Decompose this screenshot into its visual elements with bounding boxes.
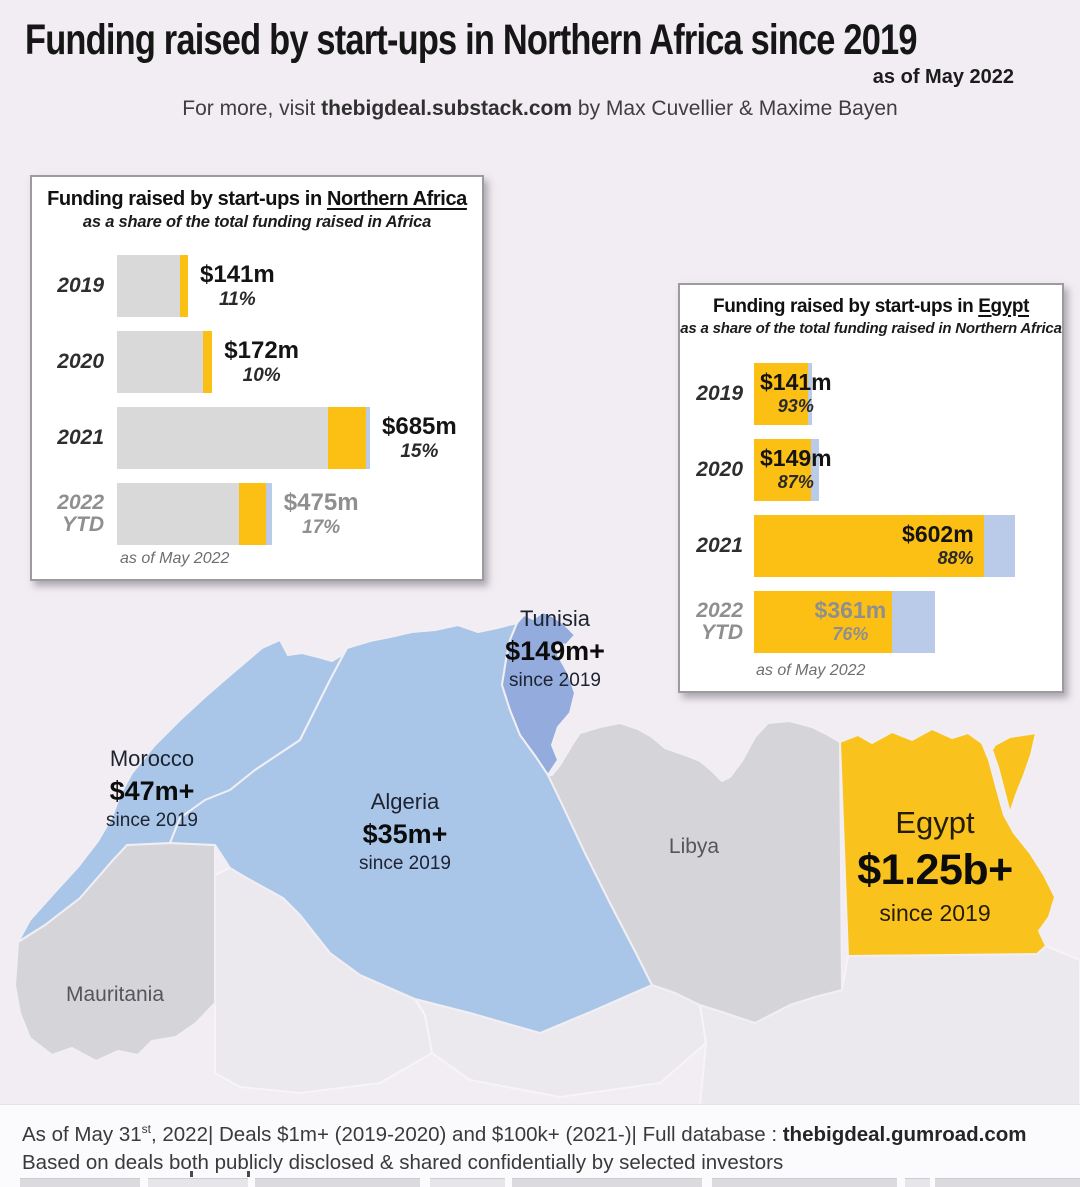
bar-segment-tail: [265, 483, 272, 545]
bar-segment-highlight: [239, 483, 266, 545]
bar-track: $475m 17%: [117, 483, 482, 545]
year-label: 2020: [57, 349, 104, 373]
footer-db-url: thebigdeal.gumroad.com: [782, 1122, 1027, 1146]
chart-subtitle: as a share of the total funding raised i…: [680, 320, 1062, 337]
chart-title: Funding raised by start-ups in Egypt: [686, 296, 1056, 318]
bar-segment-total: [117, 483, 240, 545]
chart-title-region: Northern Africa: [326, 188, 467, 210]
chart-title-region: Egypt: [978, 296, 1029, 317]
bar-value-label: $602m 88%: [902, 521, 974, 568]
byline-suffix: by Max Cuvellier & Maxime Bayen: [572, 97, 898, 120]
bar-row-2019: 2019 $141m 11%: [32, 255, 482, 317]
bar-track: $172m 10%: [117, 331, 482, 393]
year-label: 2022 YTD: [696, 598, 743, 644]
bar-segment-egypt: [754, 439, 811, 501]
bar-value-label: $149m 87%: [760, 445, 832, 492]
chart-egypt-share: Funding raised by start-ups in Egypt as …: [678, 283, 1064, 693]
bar-segment-total: [117, 407, 329, 469]
bar-segment-egypt: [754, 363, 808, 425]
map-svg: [14, 611, 1080, 1106]
bar-segment-tail: [366, 407, 370, 469]
map-label-egypt: Egypt $1.25b+ since 2019: [857, 805, 1013, 927]
bar-value-label: $172m 10%: [224, 337, 300, 386]
bar-segment-egypt: [754, 515, 984, 577]
bar-segment-rest: [891, 591, 936, 653]
map-label-tunisia: Tunisia $149m+ since 2019: [505, 606, 605, 691]
bar-row-2020: 2020 $149m 87%: [680, 439, 1062, 501]
bar-row-2021: 2021 $602m 88%: [680, 515, 1062, 577]
year-label: 2021: [57, 425, 104, 449]
country-tunisia: [501, 611, 576, 776]
year-label: 2019: [696, 381, 743, 405]
bar-value-label: $685m 15%: [382, 413, 457, 462]
country-egypt-sinai: [991, 732, 1037, 814]
chart-note: as of May 2022: [756, 662, 866, 679]
map-label-mauritania: Mauritania: [65, 983, 165, 1006]
bar-segment-total: [117, 331, 203, 393]
bar-track: $149m 87%: [754, 439, 1062, 501]
bar-segment-rest: [807, 363, 812, 425]
country-libya: [547, 720, 843, 1024]
map-label-libya: Libya: [668, 835, 720, 858]
bar-value-label: $475m 17%: [283, 489, 359, 538]
byline: For more, visit thebigdeal.substack.com …: [0, 97, 1080, 121]
as-of-date: as of May 2022: [872, 66, 1014, 88]
bar-row-2021: 2021 $685m 15%: [32, 407, 482, 469]
bar-track: $141m 11%: [117, 255, 482, 317]
country-mauritania: [14, 842, 216, 1062]
year-label: 2022 YTD: [57, 490, 104, 536]
bar-segment-egypt: [754, 591, 892, 653]
year-label: 2021: [696, 533, 743, 557]
page-title: Funding raised by start-ups in Northern …: [25, 16, 917, 64]
bar-segment-rest: [983, 515, 1015, 577]
bar-row-2019: 2019 $141m 93%: [680, 363, 1062, 425]
bar-track: $602m 88%: [754, 515, 1062, 577]
map-label-algeria: Algeria $35m+ since 2019: [359, 789, 451, 874]
bar-row-2022-ytd: 2022 YTD $475m 17%: [32, 483, 482, 545]
country-egypt: [839, 728, 1056, 957]
chart-northern-africa-share: Funding raised by start-ups in Northern …: [30, 175, 484, 581]
year-label: 2019: [57, 273, 104, 297]
footer-source-line: As of May 31st, 2022| Deals $1m+ (2019-2…: [22, 1122, 1027, 1146]
year-label: 2020: [696, 457, 743, 481]
bar-segment-highlight: [328, 407, 367, 469]
bar-segment-total: [117, 255, 181, 317]
bar-value-label: $141m 93%: [760, 369, 832, 416]
byline-site-url: thebigdeal.substack.com: [321, 97, 573, 120]
cropped-next-section: [0, 1171, 1080, 1187]
map-label-morocco: Morocco $47m+ since 2019: [106, 746, 198, 831]
chart-title-prefix: Funding raised by start-ups in: [47, 188, 327, 210]
chart-note: as of May 2022: [120, 550, 230, 567]
bar-segment-highlight: [202, 331, 213, 393]
map-northern-africa: Tunisia $149m+ since 2019 Morocco $47m+ …: [0, 585, 1080, 1115]
bar-track: $361m 76%: [754, 591, 1062, 653]
bar-row-2020: 2020 $172m 10%: [32, 331, 482, 393]
bar-rows: 2019 $141m 11% 2020 $172m 10% 2021 $685m 15…: [32, 255, 482, 559]
bar-row-2022-ytd: 2022 YTD $361m 76%: [680, 591, 1062, 653]
chart-title-prefix: Funding raised by start-ups in: [712, 296, 979, 317]
footer: As of May 31st, 2022| Deals $1m+ (2019-2…: [0, 1104, 1080, 1187]
bar-value-label: $361m 76%: [814, 597, 887, 644]
bar-rows: 2019 $141m 93% 2020 $149m 87% 2021 $602m 88…: [680, 363, 1062, 667]
bar-segment-rest: [810, 439, 820, 501]
bar-track: $141m 93%: [754, 363, 1062, 425]
byline-prefix: For more, visit: [182, 97, 322, 120]
bar-value-label: $141m 11%: [200, 261, 275, 310]
bar-segment-highlight: [180, 255, 188, 317]
chart-subtitle: as a share of the total funding raised i…: [82, 213, 432, 231]
chart-title: Funding raised by start-ups in Northern …: [38, 188, 476, 211]
bar-track: $685m 15%: [117, 407, 482, 469]
footer-disclosure-line: Based on deals both publicly disclosed &…: [22, 1151, 784, 1174]
